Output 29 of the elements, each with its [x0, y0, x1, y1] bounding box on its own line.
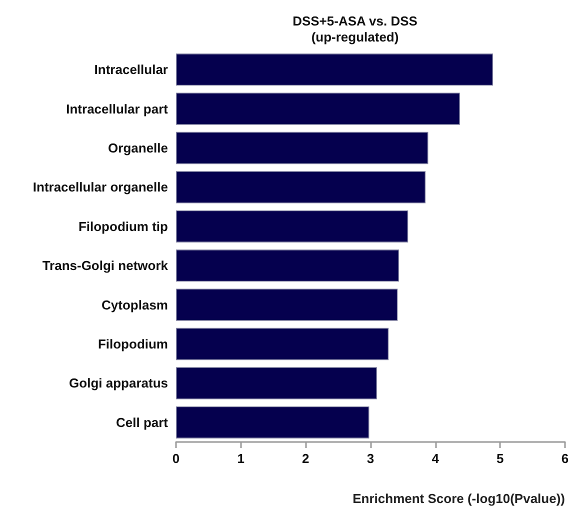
bar [176, 250, 400, 282]
x-tick-label: 4 [432, 451, 440, 466]
x-tick-label: 2 [302, 451, 310, 466]
x-tick-label: 6 [561, 451, 569, 466]
bar [176, 132, 428, 164]
bar [176, 92, 460, 125]
x-tick-label: 3 [366, 451, 374, 466]
bar [176, 328, 389, 360]
y-tick-label: Organelle [108, 140, 168, 156]
y-tick-label: Trans-Golgi network [42, 258, 169, 274]
x-tick-label: 5 [496, 451, 504, 466]
y-tick-label: Golgi apparatus [69, 376, 168, 391]
x-axis-title: Enrichment Score (-log10(Pvalue)) [352, 491, 565, 506]
x-tick-label: 1 [237, 451, 244, 466]
y-tick-label: Cytoplasm [102, 297, 168, 312]
bar [176, 288, 398, 321]
x-tick-label: 0 [172, 451, 180, 466]
y-tick-label: Filopodium tip [78, 218, 168, 234]
bar [176, 171, 426, 204]
bar [176, 54, 494, 86]
y-tick-label: Intracellular [94, 62, 168, 78]
bar [176, 367, 377, 400]
bar [176, 406, 370, 438]
y-tick-label: Filopodium [98, 336, 168, 352]
y-tick-label: Cell part [116, 414, 169, 430]
y-tick-label: Intracellular organelle [32, 180, 168, 195]
bar [176, 210, 408, 242]
chart-title: DSS+5-ASA vs. DSS (up-regulated) [292, 14, 418, 44]
y-tick-label: Intracellular part [66, 101, 169, 116]
